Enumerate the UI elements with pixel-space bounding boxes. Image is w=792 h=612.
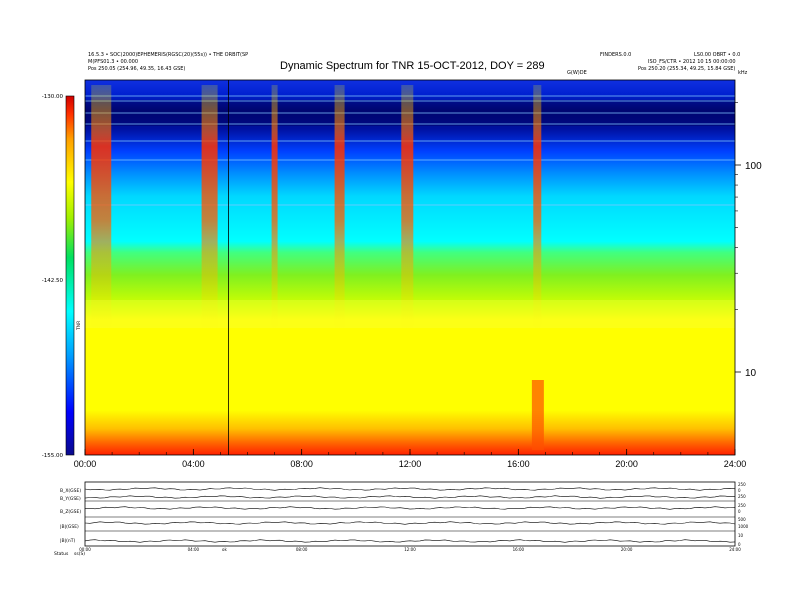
strip-x-tick-label: 04:00 (188, 547, 200, 552)
strip-trace (84, 521, 736, 525)
x-tick-label: 12:00 (399, 459, 422, 469)
strip-x-tick-label: 16:00 (513, 547, 525, 552)
x-tick-label: 24:00 (724, 459, 747, 469)
strip-x-tick-label: 20:00 (621, 547, 633, 552)
radio-burst (91, 85, 112, 330)
strip-scale-label: 1000 (738, 524, 749, 529)
x-tick-label: 04:00 (182, 459, 205, 469)
x-tick-label: 08:00 (290, 459, 313, 469)
strip-row-label: B_Y(GSE) (60, 496, 81, 502)
strip-footer-status2: ss(S) (74, 551, 85, 557)
chart-title: Dynamic Spectrum for TNR 15-OCT-2012, DO… (280, 60, 545, 72)
header-right-line2: LS0.00 OBRT • 0.0 (694, 52, 741, 58)
strip-trace (84, 539, 736, 543)
strip-scale-label: 250 (738, 503, 746, 508)
radio-burst-low (531, 380, 544, 450)
radio-burst (201, 85, 218, 330)
strip-x-tick-label: 00:00 (79, 547, 91, 552)
colorbar-tick-label: -130.00 (42, 94, 64, 100)
header-left-line1: 16.5.3 • SOC(2000)EPHEMERIS(RGSC(20)(55s… (88, 52, 249, 58)
strip-trace (84, 495, 736, 499)
y-tick-label: 10 (745, 368, 757, 379)
colorbar-tick-label: -142.50 (42, 278, 64, 284)
strip-footer-status: Status (54, 551, 69, 557)
strip-scale-label: 250 (738, 494, 746, 499)
strip-row-label: B_Z(GSE) (60, 509, 81, 515)
header-right-line3: ISO_FS/CTR • 2012 10 15 00:00:00 (648, 59, 736, 65)
header-center-small: G(W)DE (567, 70, 587, 76)
header-right-line4: Pos 250.20 (255.34, 49.25, 15.84 GSE) (638, 66, 736, 72)
x-tick-label: 00:00 (74, 459, 97, 469)
x-tick-label: 20:00 (615, 459, 638, 469)
strip-x-tick-label: 24:00 (729, 547, 741, 552)
colorbar (65, 95, 75, 456)
strip-scale-label: 500 (738, 517, 746, 522)
strip-footer-mid: ok (222, 547, 227, 552)
header-left-line3: Pos 250.05 (254.96, 49.35, 16.43 GSE) (88, 66, 186, 72)
radio-burst (271, 85, 278, 330)
strip-trace (84, 487, 736, 491)
colorbar-axis-label: TNR (76, 321, 82, 331)
strip-scale-label: 0 (738, 542, 741, 547)
strip-scale-label: 0 (738, 509, 741, 514)
strip-trace (85, 506, 736, 510)
strip-chart-frame (84, 481, 736, 547)
strip-row-label: B_X(GSE) (60, 488, 81, 494)
y-tick-label: 100 (745, 161, 762, 172)
strip-x-tick-label: 08:00 (296, 547, 308, 552)
strip-scale-label: 250 (738, 482, 746, 487)
radio-burst (334, 85, 345, 330)
strip-scale-label: 10 (738, 533, 744, 538)
strip-row-label: |B|(GSE) (60, 524, 79, 530)
header-unit-khz: kHz (738, 70, 748, 76)
colorbar-tick-label: -155.00 (42, 453, 64, 459)
strip-row-label: |B|(nT) (60, 538, 75, 544)
strip-x-tick-label: 12:00 (404, 547, 416, 552)
yellow-transition (85, 300, 735, 328)
radio-burst (533, 85, 542, 330)
strip-scale-label: 0 (738, 488, 741, 493)
header-right-line1: FINDERS.0.0 (600, 52, 632, 58)
radio-burst (401, 85, 414, 330)
x-tick-label: 16:00 (507, 459, 530, 469)
header-left-line2: M(PFS01.3 • 00.000 (88, 59, 138, 65)
